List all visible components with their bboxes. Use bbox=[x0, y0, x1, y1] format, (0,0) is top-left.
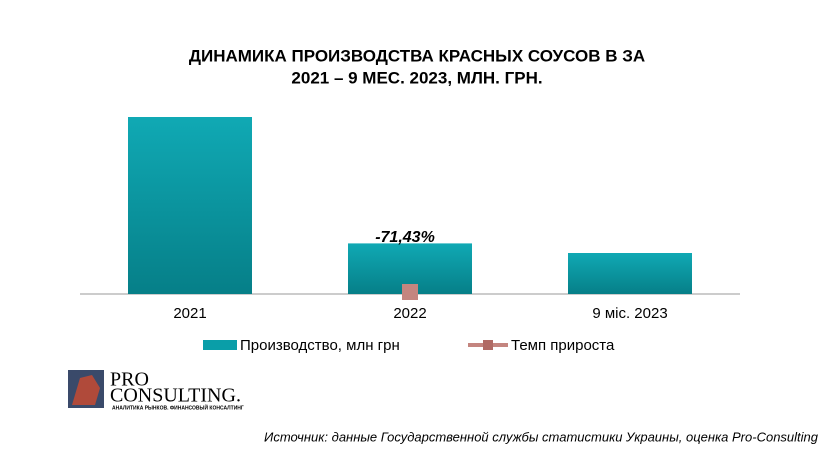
bar bbox=[128, 117, 252, 294]
logo-text: CONSULTING. bbox=[110, 385, 241, 407]
x-tick-label: 9 міс. 2023 bbox=[592, 305, 667, 322]
chart-title: 2021 – 9 МЕС. 2023, МЛН. ГРН. bbox=[291, 68, 542, 87]
source-note: Источник: данные Государственной службы … bbox=[264, 429, 819, 444]
logo: PRO CONSULTING. АНАЛИТИКА РЫНКОВ. ФИНАНС… bbox=[68, 369, 244, 411]
logo-icon bbox=[72, 375, 100, 405]
legend-label: Производство, млн грн bbox=[240, 337, 400, 354]
logo-tagline: АНАЛИТИКА РЫНКОВ. ФИНАНСОВЫЙ КОНСАЛТИНГ bbox=[112, 403, 244, 411]
legend-swatch bbox=[203, 340, 237, 350]
growth-marker bbox=[402, 284, 418, 300]
bar bbox=[568, 253, 692, 294]
x-tick-label: 2022 bbox=[393, 305, 426, 322]
legend-label: Темп прироста bbox=[511, 337, 615, 354]
chart-title: ДИНАМИКА ПРОИЗВОДСТВА КРАСНЫХ СОУСОВ В З… bbox=[189, 46, 645, 65]
data-label: -71,43% bbox=[375, 229, 435, 246]
legend-swatch bbox=[483, 340, 493, 350]
x-tick-label: 2021 bbox=[173, 305, 206, 322]
logo-text: PRO bbox=[110, 369, 149, 391]
